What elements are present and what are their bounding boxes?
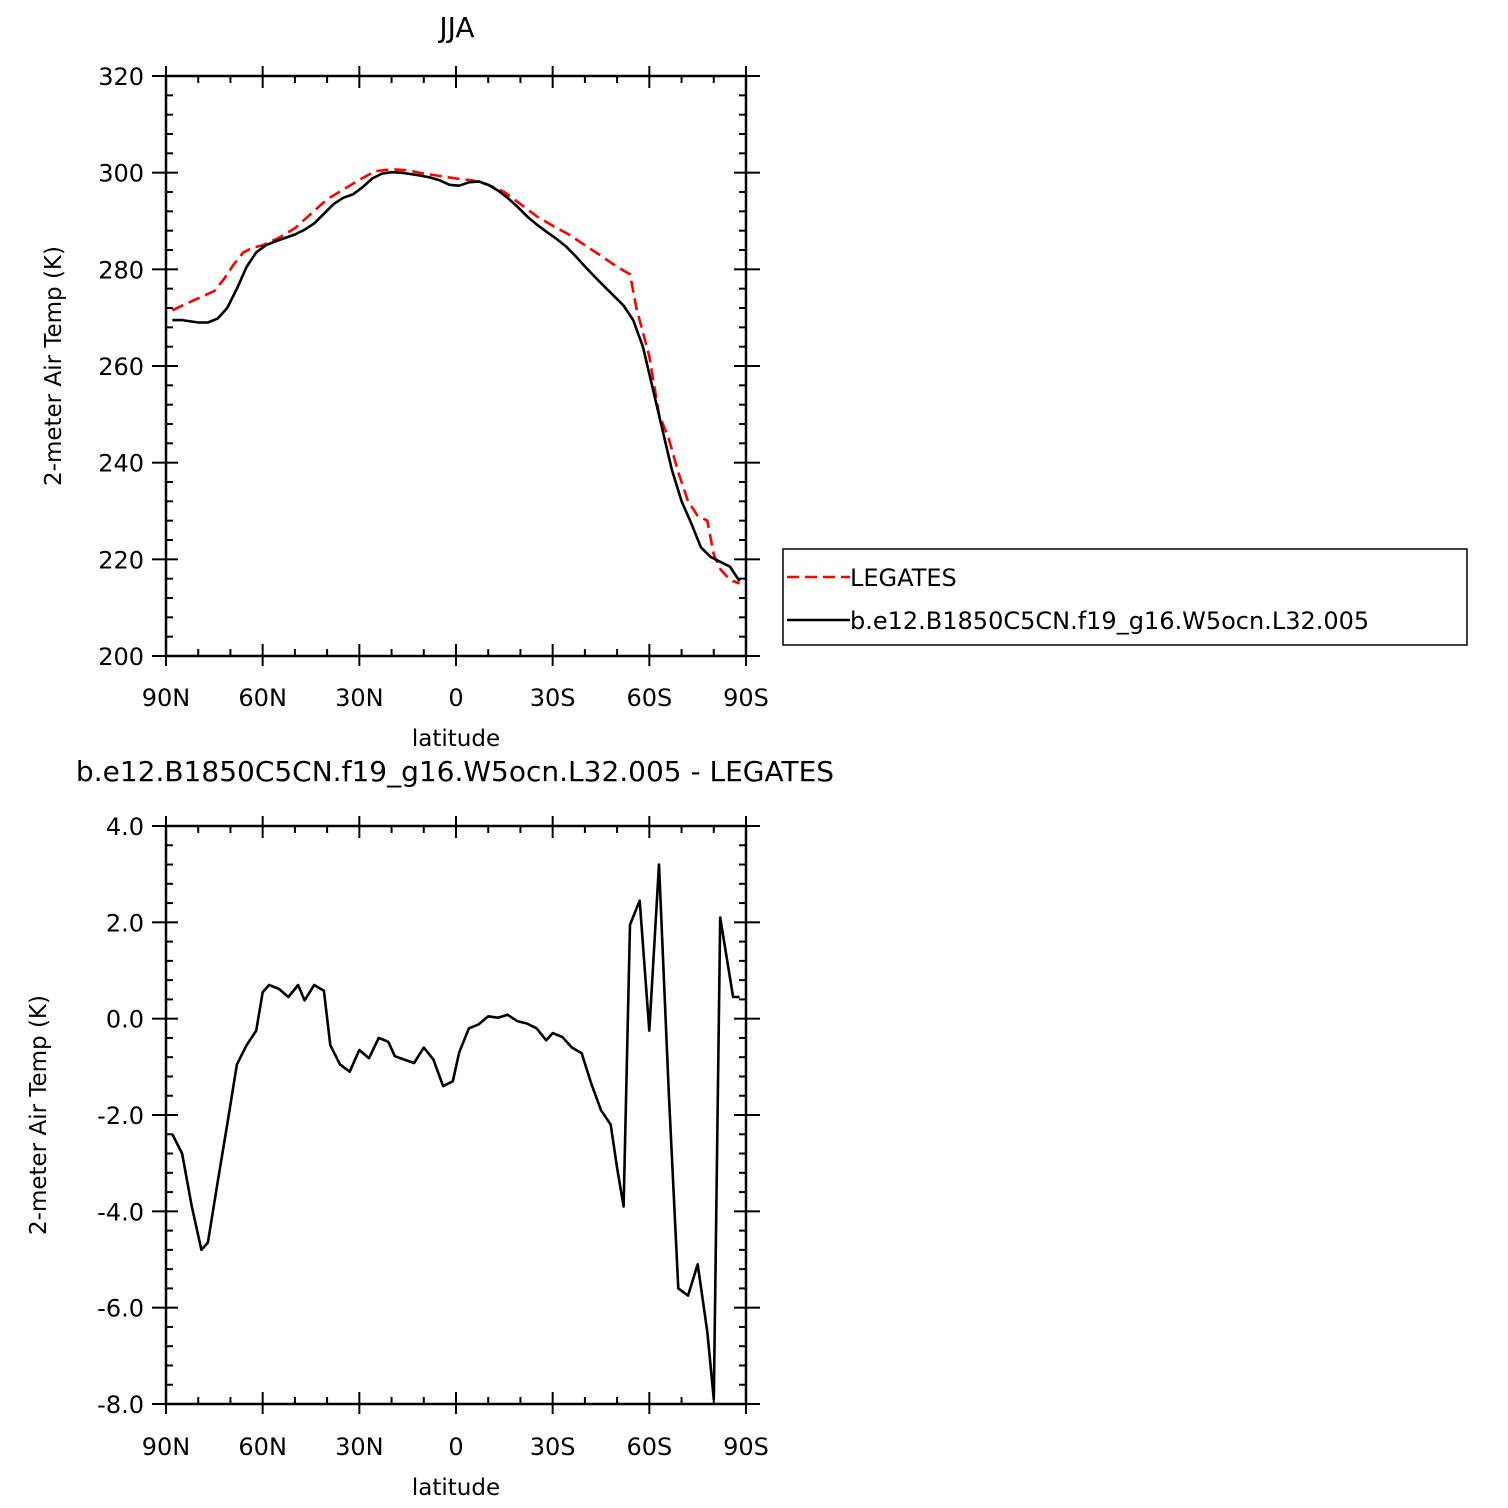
plot-area (171, 863, 740, 1401)
x-tick-label: 0 (448, 1433, 463, 1461)
y-tick-label: 2.0 (106, 909, 144, 937)
y-tick-label: 240 (98, 450, 144, 478)
series-line-difference (171, 863, 740, 1401)
x-tick-label: 60S (626, 684, 672, 712)
legend-label-model: b.e12.B1850C5CN.f19_g16.W5ocn.L32.005 (850, 607, 1369, 635)
x-tick-label: 90S (723, 684, 769, 712)
x-tick-label: 30S (530, 1433, 576, 1461)
legend-box (782, 548, 1468, 646)
x-tick-label: 0 (448, 684, 463, 712)
tick-labels: 90N 60N 30N 0 30S 60S 90S 200 220 240 260 280 300 320 (98, 63, 769, 712)
y-tick-label: 320 (98, 63, 144, 91)
series-line-model (172, 170, 741, 582)
x-tick-label: 30N (335, 1433, 384, 1461)
plot-frame (164, 74, 748, 658)
y-tick-label: 4.0 (106, 813, 144, 841)
series-line-legates (171, 168, 741, 585)
plot-area (171, 168, 741, 585)
x-tick-label: 60N (238, 684, 287, 712)
x-axis-label: latitude (412, 726, 500, 752)
x-tick-label: 30S (530, 684, 576, 712)
x-tick-label: 90S (723, 1433, 769, 1461)
x-tick-label: 90N (142, 1433, 191, 1461)
y-tick-label: 260 (98, 353, 144, 381)
tick-labels: 90N 60N 30N 0 30S 60S 90S -8.0 -6.0 -4.0 -2.0 0.0 2.… (97, 813, 769, 1461)
x-tick-label: 60S (626, 1433, 672, 1461)
legend-label-legates: LEGATES (850, 564, 957, 592)
legend: LEGATES b.e12.B1850C5CN.f19_g16.W5ocn.L3… (782, 548, 1468, 646)
y-tick-label: 280 (98, 256, 144, 284)
temperature-chart: JJA 90N 60N 30N 0 30S 60S 90S 200 220 240 260 280 30… (41, 11, 769, 752)
plot-frame (164, 824, 748, 1406)
x-axis-label: latitude (412, 1475, 500, 1501)
chart-title: JJA (437, 11, 474, 44)
y-tick-label: -2.0 (97, 1102, 144, 1130)
y-axis-label: 2-meter Air Temp (K) (26, 995, 52, 1235)
y-axis-label: 2-meter Air Temp (K) (41, 246, 67, 486)
y-tick-label: 300 (98, 160, 144, 188)
y-tick-label: -6.0 (97, 1295, 144, 1323)
axis-ticks (152, 66, 760, 666)
y-tick-label: 220 (98, 546, 144, 574)
difference-chart: b.e12.B1850C5CN.f19_g16.W5ocn.L32.005 - … (26, 755, 834, 1501)
x-tick-label: 60N (238, 1433, 287, 1461)
x-tick-label: 30N (335, 684, 384, 712)
x-tick-label: 90N (142, 684, 191, 712)
y-tick-label: -8.0 (97, 1391, 144, 1419)
y-tick-label: 200 (98, 643, 144, 671)
y-tick-label: 0.0 (106, 1006, 144, 1034)
y-tick-label: -4.0 (97, 1198, 144, 1226)
chart-title: b.e12.B1850C5CN.f19_g16.W5ocn.L32.005 - … (76, 755, 834, 788)
